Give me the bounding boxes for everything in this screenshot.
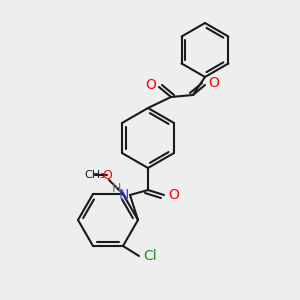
Text: H: H [111,182,121,196]
Text: O: O [145,78,156,92]
Text: O: O [168,188,179,202]
Text: CH₃: CH₃ [85,170,105,180]
Text: Cl: Cl [143,249,157,263]
Text: O: O [208,76,219,90]
Text: O: O [102,169,112,182]
Text: N: N [119,188,129,202]
